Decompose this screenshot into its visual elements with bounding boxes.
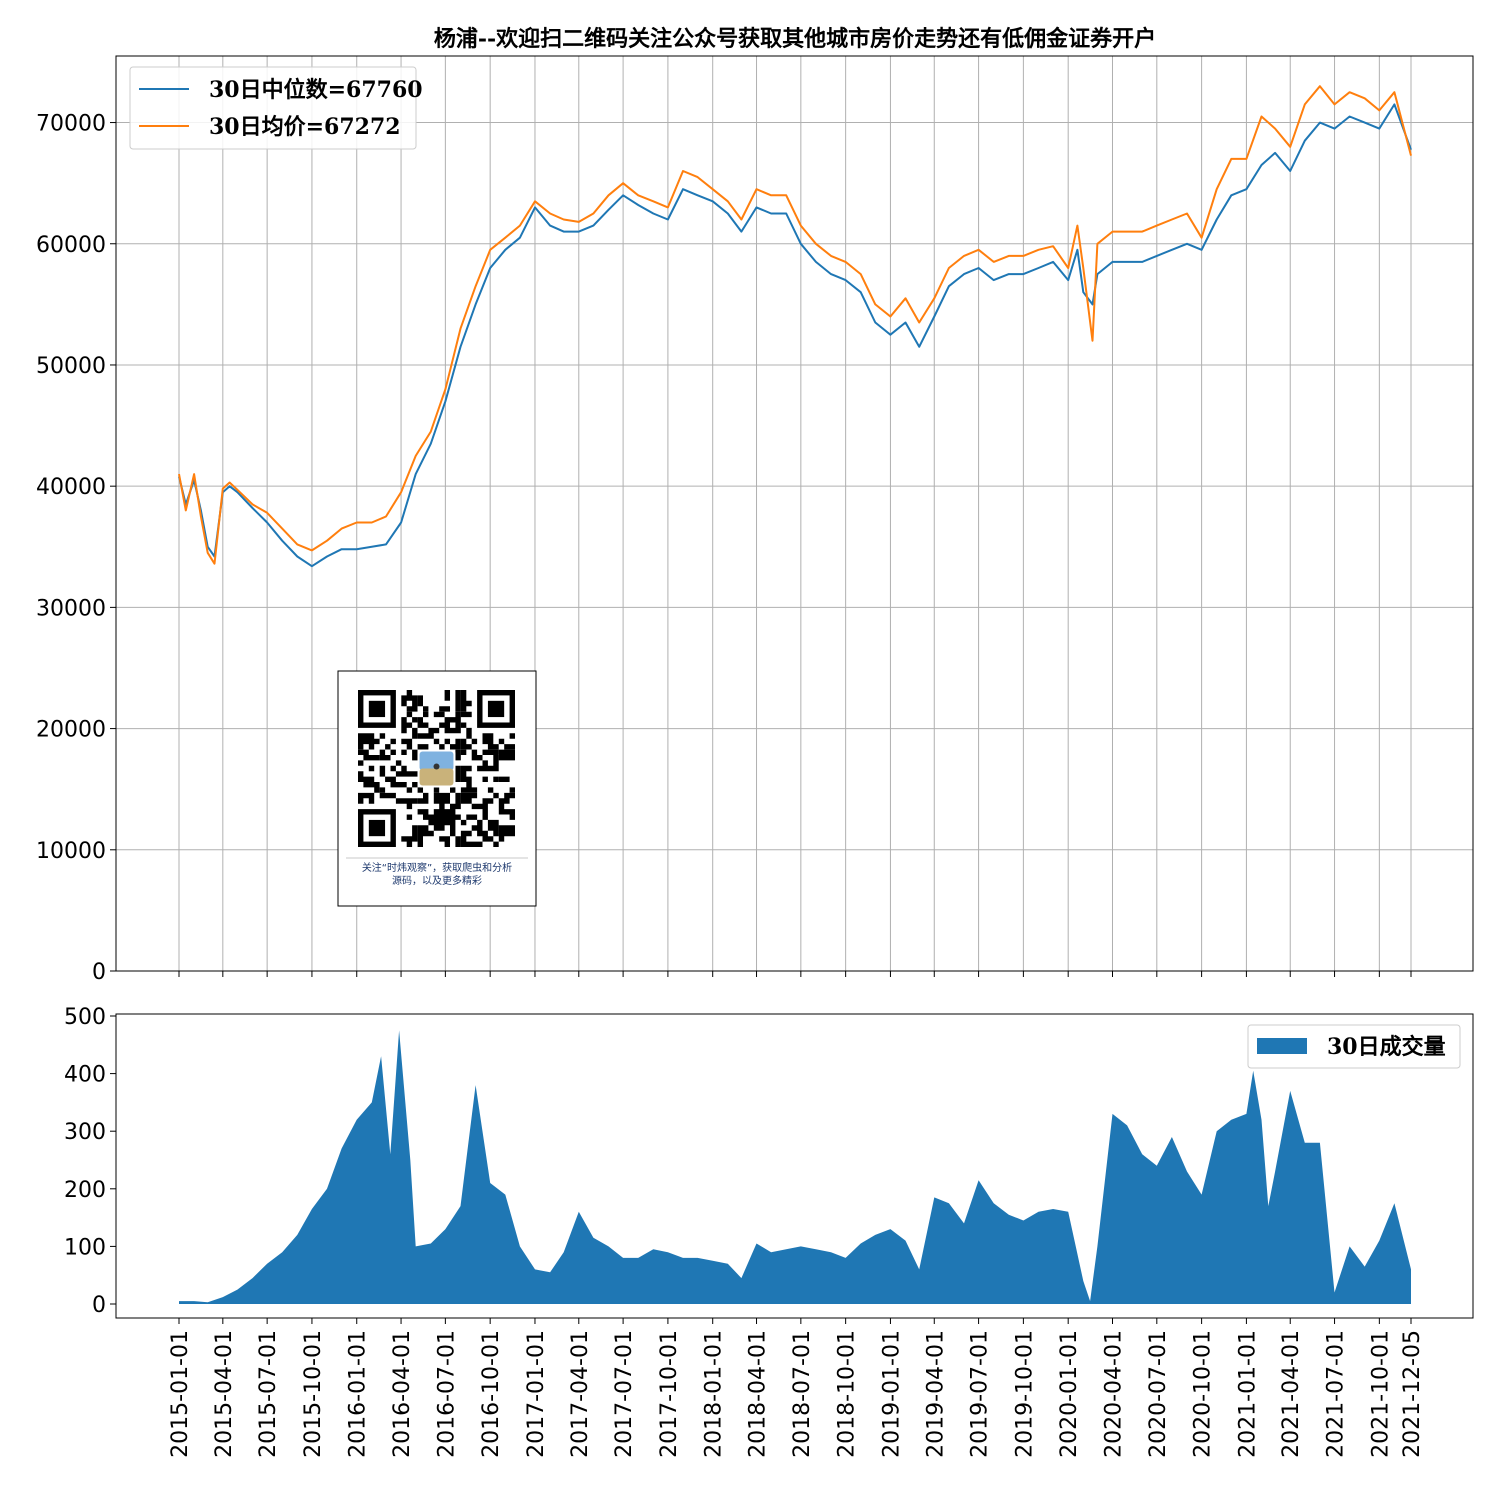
bottom-y-tick-label: 300 — [64, 1120, 106, 1145]
legend-label: 30日均价=67272 — [209, 114, 401, 140]
bottom-x-tick-label: 2021-01-01 — [1235, 1330, 1260, 1458]
bottom-x-tick-label: 2018-01-01 — [702, 1330, 727, 1458]
series-line-mean — [178, 85, 1412, 565]
top-y-tick-label: 50000 — [36, 354, 106, 379]
bottom-legend: 30日成交量 — [1247, 1024, 1461, 1069]
bottom-x-tick-label: 2019-01-01 — [879, 1330, 904, 1458]
bottom-x-tick-label: 2015-01-01 — [168, 1330, 193, 1458]
bottom-legend-frame — [1247, 1024, 1461, 1069]
bottom-x-tick-label: 2020-04-01 — [1101, 1330, 1126, 1458]
bottom-x-tick-label: 2020-01-01 — [1057, 1330, 1082, 1458]
qr-code-box: 关注“时炜观察”，获取爬虫和分析 源码，以及更多精彩 — [337, 670, 537, 907]
legend-label: 30日成交量 — [1327, 1034, 1446, 1060]
top-y-axis: 0 10000 20000 30000 40000 50000 60000 70000 — [36, 112, 116, 985]
bottom-x-tick-label: 2019-04-01 — [923, 1330, 948, 1458]
bottom-x-tick-label: 2021-07-01 — [1324, 1330, 1349, 1458]
chart-title: 杨浦--欢迎扫二维码关注公众号获取其他城市房价走势还有低佣金证券开户 — [434, 26, 1156, 52]
bottom-x-tick-label: 2017-07-01 — [612, 1330, 637, 1458]
top-y-tick-label: 40000 — [36, 475, 106, 500]
top-y-tick-label: 10000 — [36, 839, 106, 864]
bottom-x-tick-label: 2017-04-01 — [568, 1330, 593, 1458]
bottom-x-tick-label: 2015-10-01 — [301, 1330, 326, 1458]
bottom-x-tick-label: 2021-12-05 — [1400, 1330, 1425, 1458]
bottom-x-tick-label: 2021-10-01 — [1368, 1330, 1393, 1458]
bottom-x-tick-label: 2017-01-01 — [524, 1330, 549, 1458]
bottom-x-tick-label: 2016-04-01 — [390, 1330, 415, 1458]
bottom-x-tick-label: 2020-10-01 — [1191, 1330, 1216, 1458]
bottom-y-tick-label: 100 — [64, 1235, 106, 1260]
bottom-x-tick-label: 2018-10-01 — [835, 1330, 860, 1458]
bottom-plot-frame — [115, 1013, 1474, 1319]
top-legend-frame — [129, 66, 417, 150]
top-series-group — [178, 85, 1412, 568]
bottom-x-tick-label: 2016-07-01 — [434, 1330, 459, 1458]
top-legend: 30日中位数=67760 30日均价=67272 — [129, 66, 423, 150]
bottom-x-tick-label: 2015-04-01 — [212, 1330, 237, 1458]
legend-label: 30日中位数=67760 — [209, 77, 423, 103]
top-y-tick-label: 30000 — [36, 596, 106, 621]
bottom-y-tick-label: 500 — [64, 1005, 106, 1030]
bottom-x-tick-label: 2015-07-01 — [256, 1330, 281, 1458]
bottom-y-tick-label: 200 — [64, 1178, 106, 1203]
bottom-x-tick-label: 2020-07-01 — [1146, 1330, 1171, 1458]
bottom-x-tick-label: 2019-10-01 — [1012, 1330, 1037, 1458]
bottom-y-axis: 0 100 200 300 400 500 — [64, 1005, 116, 1318]
qr-caption-line2: 源码，以及更多精彩 — [392, 874, 482, 887]
bottom-x-tick-label: 2016-10-01 — [479, 1330, 504, 1458]
bottom-y-tick-label: 0 — [92, 1293, 106, 1318]
bottom-x-tick-label: 2021-04-01 — [1279, 1330, 1304, 1458]
top-y-tick-label: 20000 — [36, 718, 106, 743]
qr-code-icon — [358, 690, 516, 848]
top-y-tick-label: 0 — [92, 960, 106, 985]
bottom-x-tick-label: 2019-07-01 — [968, 1330, 993, 1458]
bottom-y-tick-label: 400 — [64, 1063, 106, 1088]
bottom-series-group — [179, 1030, 1411, 1304]
top-y-tick-label: 60000 — [36, 233, 106, 258]
volume-area — [179, 1030, 1411, 1304]
bottom-x-axis: 2015-01-01 2015-04-01 2015-07-01 2015-10-01… — [168, 1318, 1425, 1458]
bottom-x-tick-label: 2018-07-01 — [790, 1330, 815, 1458]
bottom-x-tick-label: 2017-10-01 — [657, 1330, 682, 1458]
series-line-median — [178, 103, 1412, 568]
bottom-x-tick-label: 2018-04-01 — [746, 1330, 771, 1458]
legend-swatch — [1257, 1038, 1307, 1054]
bottom-x-tick-label: 2016-01-01 — [346, 1330, 371, 1458]
qr-caption-line1: 关注“时炜观察”，获取爬虫和分析 — [362, 861, 512, 874]
top-y-tick-label: 70000 — [36, 112, 106, 137]
top-plot-frame — [115, 55, 1474, 972]
